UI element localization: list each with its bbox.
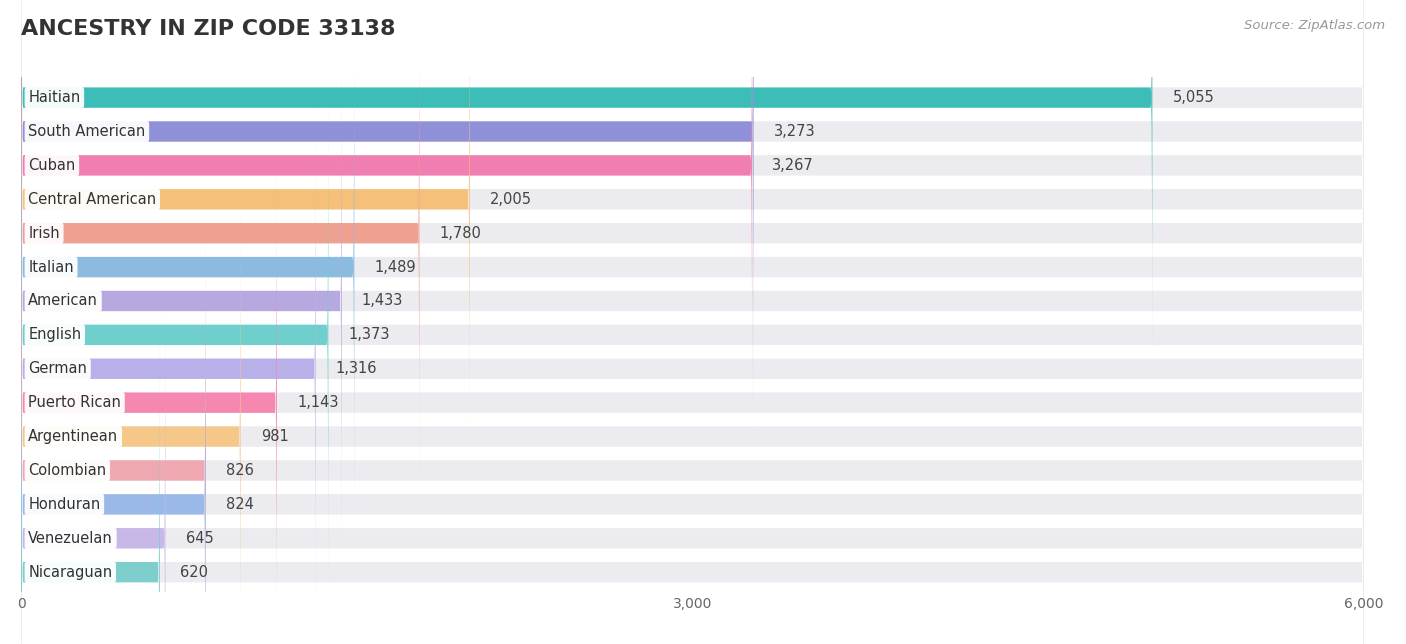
FancyBboxPatch shape — [21, 0, 752, 426]
FancyBboxPatch shape — [21, 0, 1364, 460]
Text: Haitian: Haitian — [28, 90, 80, 105]
Text: 981: 981 — [260, 429, 288, 444]
FancyBboxPatch shape — [21, 311, 160, 644]
FancyBboxPatch shape — [21, 176, 1364, 644]
Text: 5,055: 5,055 — [1173, 90, 1215, 105]
Text: 1,433: 1,433 — [361, 294, 404, 308]
FancyBboxPatch shape — [21, 209, 1364, 644]
FancyBboxPatch shape — [21, 142, 277, 644]
FancyBboxPatch shape — [21, 74, 1364, 596]
Text: Cuban: Cuban — [28, 158, 76, 173]
Text: American: American — [28, 294, 98, 308]
FancyBboxPatch shape — [21, 176, 240, 644]
FancyBboxPatch shape — [21, 0, 754, 392]
FancyBboxPatch shape — [21, 108, 315, 630]
Text: 3,267: 3,267 — [772, 158, 814, 173]
Text: Puerto Rican: Puerto Rican — [28, 395, 121, 410]
FancyBboxPatch shape — [21, 0, 1153, 359]
FancyBboxPatch shape — [21, 0, 1364, 426]
Text: Argentinean: Argentinean — [28, 429, 118, 444]
Text: 1,316: 1,316 — [336, 361, 377, 376]
FancyBboxPatch shape — [21, 0, 1364, 494]
Text: Source: ZipAtlas.com: Source: ZipAtlas.com — [1244, 19, 1385, 32]
FancyBboxPatch shape — [21, 243, 205, 644]
Text: Nicaraguan: Nicaraguan — [28, 565, 112, 580]
Text: 3,273: 3,273 — [773, 124, 815, 139]
Text: 826: 826 — [226, 463, 254, 478]
Text: South American: South American — [28, 124, 145, 139]
Text: Central American: Central American — [28, 192, 156, 207]
FancyBboxPatch shape — [21, 278, 1364, 644]
FancyBboxPatch shape — [21, 311, 1364, 644]
FancyBboxPatch shape — [21, 6, 354, 528]
FancyBboxPatch shape — [21, 0, 470, 460]
FancyBboxPatch shape — [21, 108, 1364, 630]
FancyBboxPatch shape — [21, 6, 1364, 528]
Text: Venezuelan: Venezuelan — [28, 531, 112, 545]
FancyBboxPatch shape — [21, 40, 342, 562]
FancyBboxPatch shape — [21, 142, 1364, 644]
Text: 620: 620 — [180, 565, 208, 580]
Text: English: English — [28, 327, 82, 343]
Text: German: German — [28, 361, 87, 376]
FancyBboxPatch shape — [21, 74, 329, 596]
Text: ANCESTRY IN ZIP CODE 33138: ANCESTRY IN ZIP CODE 33138 — [21, 19, 395, 39]
Text: 2,005: 2,005 — [489, 192, 531, 207]
Text: 645: 645 — [186, 531, 214, 545]
FancyBboxPatch shape — [21, 0, 419, 494]
Text: Irish: Irish — [28, 225, 60, 241]
Text: 1,143: 1,143 — [297, 395, 339, 410]
FancyBboxPatch shape — [21, 0, 1364, 392]
Text: 824: 824 — [225, 497, 253, 512]
Text: Colombian: Colombian — [28, 463, 107, 478]
Text: 1,489: 1,489 — [374, 260, 416, 274]
Text: Italian: Italian — [28, 260, 75, 274]
Text: 1,780: 1,780 — [440, 225, 481, 241]
FancyBboxPatch shape — [21, 40, 1364, 562]
FancyBboxPatch shape — [21, 278, 166, 644]
Text: Honduran: Honduran — [28, 497, 100, 512]
FancyBboxPatch shape — [21, 243, 1364, 644]
FancyBboxPatch shape — [21, 0, 1364, 359]
Text: 1,373: 1,373 — [349, 327, 389, 343]
FancyBboxPatch shape — [21, 209, 205, 644]
